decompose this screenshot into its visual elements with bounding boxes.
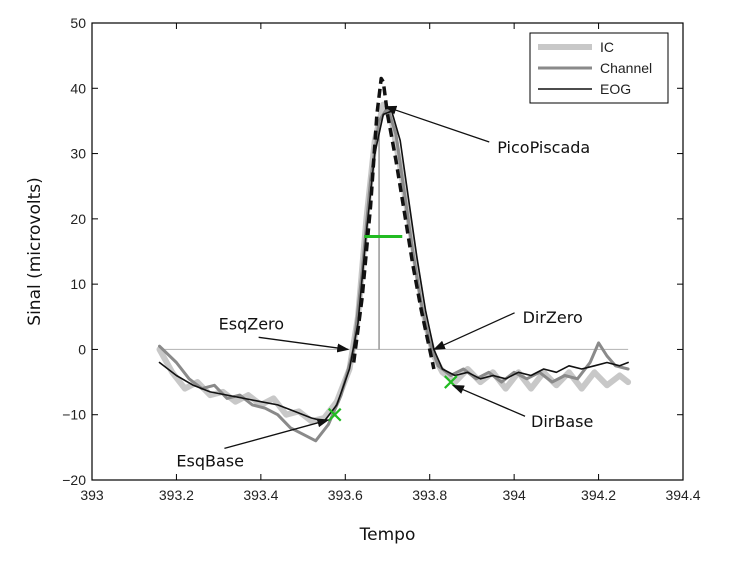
plot-area: 393 393.2 393.4 393.6 393.8 394 394.2 394.4 −20 −… [25,15,701,545]
annotation-arrow-esqbase [224,418,330,450]
x-tick-label: 394.2 [581,487,616,503]
x-tick-label: 393.8 [412,487,447,503]
x-tick-label: 393.6 [328,487,363,503]
x-tick-label: 393 [80,487,104,503]
y-tick-label: −10 [62,407,86,423]
y-tick-label: 40 [70,80,86,96]
annotation-dirbase: DirBase [531,412,593,431]
marker-dirbase [444,375,458,389]
x-axis-label: Tempo [359,525,416,545]
marker-esqbase [327,407,342,422]
y-tick-label: 0 [78,341,86,357]
y-tick-label: 20 [70,211,86,227]
y-tick-label: 10 [70,276,86,292]
annotation-arrow-dirbase [452,384,526,417]
annotation-arrow-esqzero [258,336,350,353]
legend-label-ic: IC [600,39,614,55]
y-axis-label: Sinal (microvolts) [25,177,45,325]
x-tick-label: 394.4 [665,487,700,503]
annotation-esqzero: EsqZero [219,314,284,333]
y-tick-label: 50 [70,15,86,31]
legend-label-channel: Channel [600,60,652,76]
plot-frame [91,22,684,481]
y-tick-label: 30 [70,146,86,162]
fit-curve [351,76,436,370]
annotation-esqbase: EsqBase [176,451,244,470]
annotation-arrow-dirzero [433,312,515,351]
x-tick-label: 394 [502,487,526,503]
annotation-dirzero: DirZero [523,308,583,327]
annotation-arrow-picopiscada [384,105,490,143]
series-line-channel [158,106,630,443]
legend-label-eog: EOG [600,81,631,97]
x-tick-label: 393.4 [243,487,278,503]
y-tick-label: −20 [62,472,86,488]
series-line-eog [158,110,629,423]
annotation-picopiscada: PicoPiscada [497,138,590,157]
x-tick-label: 393.2 [159,487,194,503]
